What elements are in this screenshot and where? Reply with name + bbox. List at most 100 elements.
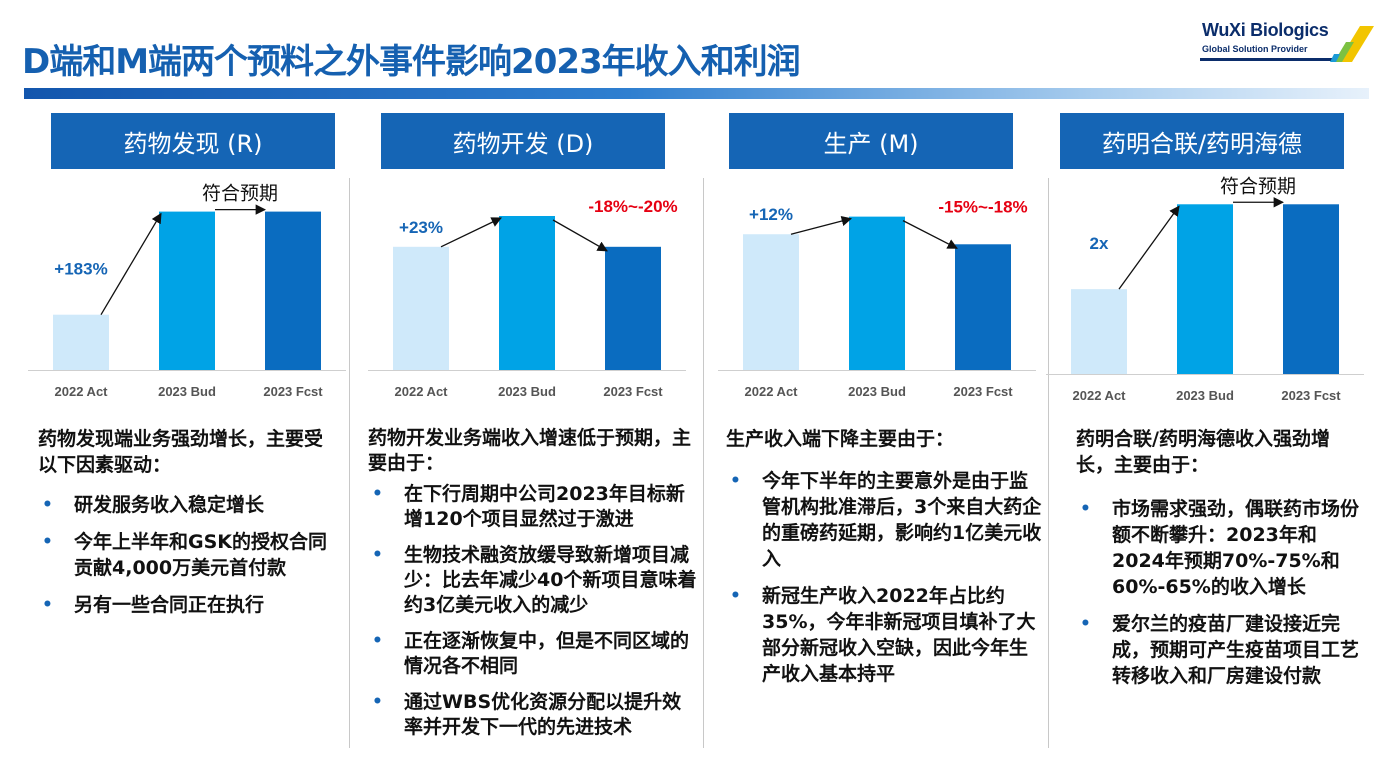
- title-underline-bar: [24, 88, 1369, 99]
- bar-2023-fcst: [1283, 204, 1339, 374]
- logo-name: WuXi Biologics: [1202, 20, 1329, 40]
- trend-down-arrow: [552, 219, 608, 252]
- bar-2022-act: [1071, 289, 1127, 374]
- bullet-dot-icon: •: [730, 586, 741, 606]
- trend-down-arrow: [902, 220, 958, 249]
- column-divider: [1048, 178, 1049, 748]
- chart-wxxdc-wxvaccines: 2022 Act 2023 Bud 2023 Fcst 2x 符合预期: [1046, 175, 1364, 403]
- bullet-dot-icon: •: [730, 471, 741, 491]
- bullet-text: 今年上半年和GSK的授权合同贡献4,000万美元首付款: [74, 531, 328, 579]
- bullet-text: 生物技术融资放缓导致新增项目减少：比去年减少40个新项目意味着约3亿美元收入的减…: [404, 544, 697, 616]
- bar-2023-fcst: [605, 246, 661, 370]
- x-tick-label: 2022 Act: [745, 384, 799, 399]
- x-tick-label: 2023 Fcst: [603, 384, 663, 399]
- bullet-list: • 今年下半年的主要意外是由于监管机构批准滞后，3个来自大药企的重磅药延期，影响约…: [726, 468, 1042, 687]
- bullet-text: 正在逐渐恢复中，但是不同区域的情况各不相同: [404, 630, 690, 677]
- x-tick-label: 2023 Bud: [158, 384, 216, 399]
- growth-annotation-label: -18%~-20%: [588, 197, 677, 216]
- logo-stripes-icon: [1330, 26, 1374, 62]
- panel-intro: 药物发现端业务强劲增长，主要受以下因素驱动：: [38, 428, 324, 476]
- bullet-list: • 在下行周期中公司2023年目标新增120个项目显然过于激进 • 生物技术融资放缓导…: [368, 482, 698, 740]
- bar-2023-bud: [159, 211, 215, 370]
- bullet-dot-icon: •: [42, 595, 53, 615]
- panel-text-development: 药物开发业务端收入增速低于预期，主要由于： • 在下行周期中公司2023年目标新增…: [368, 426, 698, 751]
- logo-underline: [1200, 58, 1342, 61]
- x-tick-label: 2023 Fcst: [1281, 388, 1341, 403]
- bullet-text: 新冠生产收入2022年占比约35%，今年非新冠项目填补了大部分新冠收入空缺，因此…: [762, 585, 1036, 685]
- bullet-item: • 研发服务收入稳定增长: [38, 492, 338, 518]
- bullet-item: • 通过WBS优化资源分配以提升效率并开发下一代的先进技术: [368, 690, 698, 740]
- bullet-item: • 正在逐渐恢复中，但是不同区域的情况各不相同: [368, 629, 698, 679]
- growth-annotation-label: 符合预期: [202, 183, 278, 205]
- column-divider: [349, 178, 350, 748]
- column-header-manufacturing: 生产 (M): [729, 113, 1013, 169]
- x-tick-label: 2022 Act: [55, 384, 109, 399]
- panel-intro: 药明合联/药明海德收入强劲增长，主要由于：: [1076, 428, 1330, 476]
- bar-2023-fcst: [955, 244, 1011, 370]
- trend-up-arrow: [440, 217, 502, 248]
- growth-annotation-label: 符合预期: [1220, 175, 1296, 197]
- bullet-text: 研发服务收入稳定增长: [74, 494, 265, 516]
- bullet-text: 今年下半年的主要意外是由于监管机构批准滞后，3个来自大药企的重磅药延期，影响约1…: [762, 470, 1042, 570]
- bar-2023-bud: [849, 216, 905, 370]
- bar-2023-fcst: [265, 211, 321, 370]
- growth-annotation-label: +23%: [399, 218, 443, 237]
- bullet-text: 爱尔兰的疫苗厂建设接近完成，预期可产生疫苗项目工艺转移收入和厂房建设付款: [1112, 613, 1360, 687]
- bar-2023-bud: [1177, 204, 1233, 374]
- bullet-item: • 新冠生产收入2022年占比约35%，今年非新冠项目填补了大部分新冠收入空缺，因…: [726, 583, 1042, 687]
- panel-text-manufacturing: 生产收入端下降主要由于： • 今年下半年的主要意外是由于监管机构批准滞后，3个来自…: [726, 426, 1042, 698]
- bullet-dot-icon: •: [372, 631, 383, 651]
- panel-intro: 药物开发业务端收入增速低于预期，主要由于：: [368, 427, 692, 474]
- bullet-item: • 市场需求强劲，偶联药市场份额不断攀升：2023年和2024年预期70%-75%…: [1076, 496, 1366, 600]
- x-tick-label: 2022 Act: [1073, 388, 1127, 403]
- chart-manufacturing: 2022 Act 2023 Bud 2023 Fcst +12% -15%~-18%: [718, 198, 1036, 399]
- chart-development: 2022 Act 2023 Bud 2023 Fcst +23% -18%~-20%: [368, 197, 686, 399]
- bullet-dot-icon: •: [42, 495, 53, 515]
- trend-up-arrow: [1118, 205, 1180, 290]
- panel-intro: 生产收入端下降主要由于：: [726, 428, 955, 450]
- bullet-item: • 今年下半年的主要意外是由于监管机构批准滞后，3个来自大药企的重磅药延期，影响约…: [726, 468, 1042, 572]
- panel-text-wxxdc-wxvaccines: 药明合联/药明海德收入强劲增长，主要由于： • 市场需求强劲，偶联药市场份额不断攀…: [1076, 426, 1366, 700]
- bar-2022-act: [53, 314, 109, 370]
- bar-2022-act: [743, 234, 799, 370]
- growth-annotation-label: 2x: [1090, 234, 1109, 253]
- growth-annotation-label: +12%: [749, 205, 793, 224]
- bullet-dot-icon: •: [372, 545, 383, 565]
- bullet-list: • 市场需求强劲，偶联药市场份额不断攀升：2023年和2024年预期70%-75%…: [1076, 496, 1366, 689]
- growth-annotation-label: -15%~-18%: [938, 198, 1027, 217]
- bar-2022-act: [393, 246, 449, 370]
- column-divider: [703, 178, 704, 748]
- bullet-dot-icon: •: [372, 692, 383, 712]
- x-tick-label: 2022 Act: [395, 384, 449, 399]
- bullet-dot-icon: •: [1080, 614, 1091, 634]
- x-tick-label: 2023 Fcst: [263, 384, 323, 399]
- bullet-text: 在下行周期中公司2023年目标新增120个项目显然过于激进: [404, 483, 685, 530]
- bullet-text: 另有一些合同正在执行: [74, 594, 265, 616]
- bullet-text: 通过WBS优化资源分配以提升效率并开发下一代的先进技术: [404, 691, 682, 738]
- bullet-item: • 今年上半年和GSK的授权合同贡献4,000万美元首付款: [38, 529, 338, 581]
- column-header-discovery: 药物发现 (R): [51, 113, 335, 169]
- x-tick-label: 2023 Fcst: [953, 384, 1013, 399]
- bullet-item: • 另有一些合同正在执行: [38, 592, 338, 618]
- company-logo: WuXi Biologics Global Solution Provider: [1200, 18, 1378, 70]
- bar-2023-bud: [499, 216, 555, 370]
- bullet-text: 市场需求强劲，偶联药市场份额不断攀升：2023年和2024年预期70%-75%和…: [1112, 498, 1360, 598]
- x-tick-label: 2023 Bud: [1176, 388, 1234, 403]
- bullet-dot-icon: •: [42, 532, 53, 552]
- page-title: D端和M端两个预料之外事件影响2023年收入和利润: [22, 42, 801, 82]
- bullet-item: • 在下行周期中公司2023年目标新增120个项目显然过于激进: [368, 482, 698, 532]
- trend-up-arrow: [790, 215, 853, 235]
- column-header-wxxdc-wxvaccines: 药明合联/药明海德: [1060, 113, 1344, 169]
- bullet-dot-icon: •: [372, 484, 383, 504]
- x-tick-label: 2023 Bud: [848, 384, 906, 399]
- column-header-development: 药物开发 (D): [381, 113, 665, 169]
- logo-tagline: Global Solution Provider: [1202, 44, 1308, 54]
- bullet-list: • 研发服务收入稳定增长 • 今年上半年和GSK的授权合同贡献4,000万美元首付款 •…: [38, 492, 338, 618]
- growth-annotation-label: +183%: [54, 260, 107, 279]
- bullet-item: • 生物技术融资放缓导致新增项目减少：比去年减少40个新项目意味着约3亿美元收入的…: [368, 543, 698, 618]
- trend-up-arrow: [100, 212, 162, 316]
- x-tick-label: 2023 Bud: [498, 384, 556, 399]
- chart-discovery: 2022 Act 2023 Bud 2023 Fcst +183% 符合预期: [28, 183, 346, 399]
- bullet-dot-icon: •: [1080, 499, 1091, 519]
- panel-text-discovery: 药物发现端业务强劲增长，主要受以下因素驱动： • 研发服务收入稳定增长 • 今年上半年…: [38, 426, 338, 629]
